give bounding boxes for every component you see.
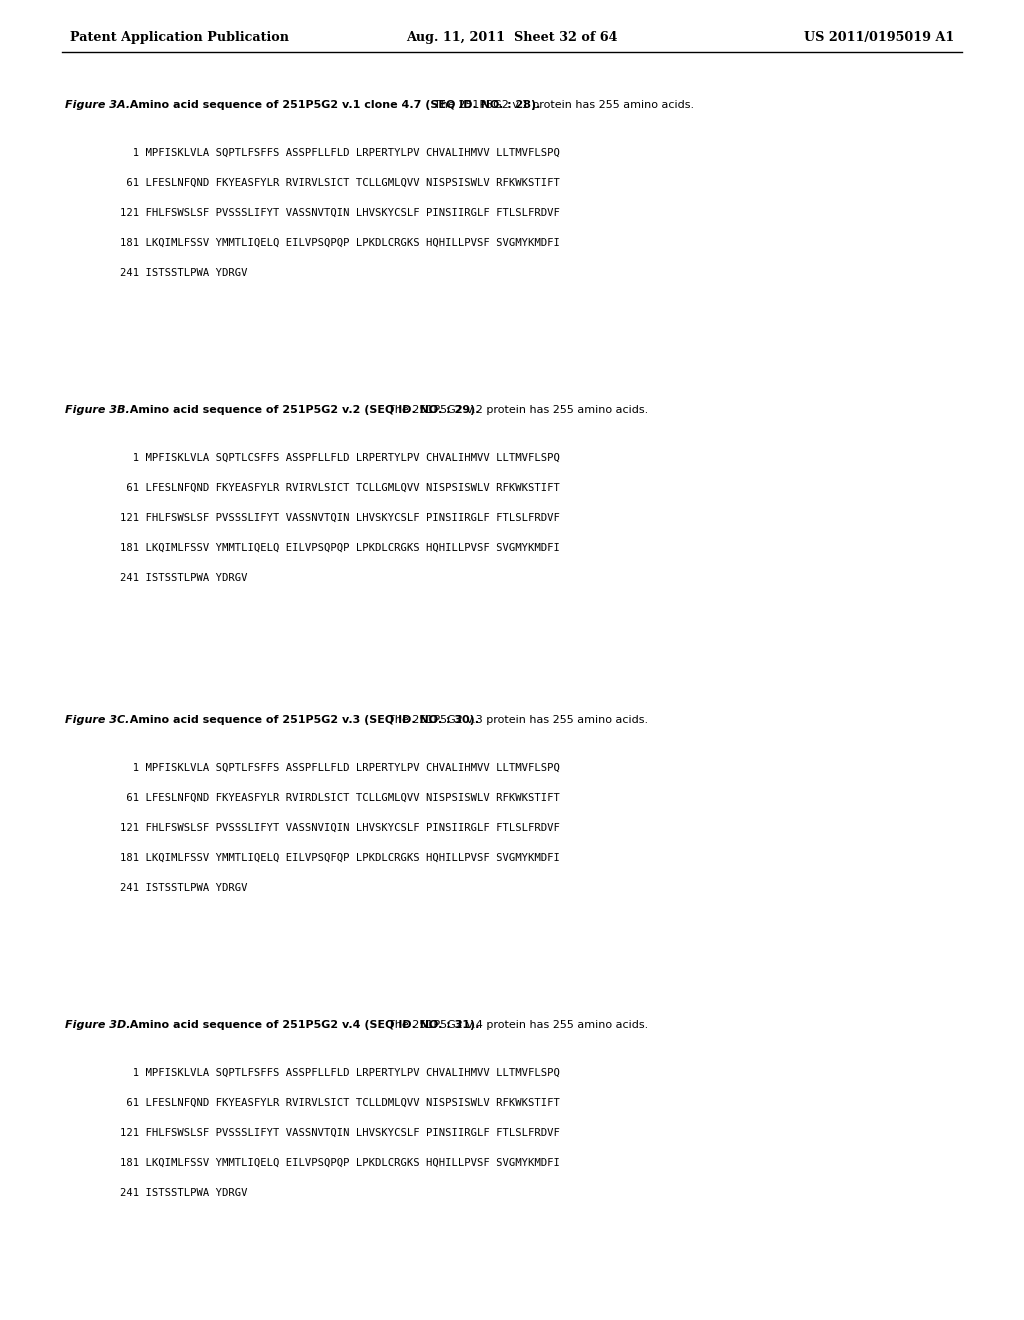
Text: 1 MPFISKLVLA SQPTLFSFFS ASSPFLLFLD LRPERTYLPV CHVALIHMVV LLTMVFLSPQ: 1 MPFISKLVLA SQPTLFSFFS ASSPFLLFLD LRPER… (120, 1068, 560, 1078)
Text: Figure 3C.: Figure 3C. (65, 715, 129, 725)
Text: 181 LKQIMLFSSV YMMTLIQELQ EILVPSQFQP LPKDLCRGKS HQHILLPVSF SVGMYKMDFI: 181 LKQIMLFSSV YMMTLIQELQ EILVPSQFQP LPK… (120, 853, 560, 863)
Text: Amino acid sequence of 251P5G2 v.4 (SEQ ID. NO. : 31).: Amino acid sequence of 251P5G2 v.4 (SEQ … (122, 1020, 479, 1030)
Text: Figure 3B.: Figure 3B. (65, 405, 130, 414)
Text: 61 LFESLNFQND FKYEASFYLR RVIRVLSICT TCLLGMLQVV NISPSISWLV RFKWKSTIFT: 61 LFESLNFQND FKYEASFYLR RVIRVLSICT TCLL… (120, 178, 560, 187)
Text: 1 MPFISKLVLA SQPTLFSFFS ASSPFLLFLD LRPERTYLPV CHVALIHMVV LLTMVFLSPQ: 1 MPFISKLVLA SQPTLFSFFS ASSPFLLFLD LRPER… (120, 763, 560, 774)
Text: Figure 3D.: Figure 3D. (65, 1020, 130, 1030)
Text: 181 LKQIMLFSSV YMMTLIQELQ EILVPSQPQP LPKDLCRGKS HQHILLPVSF SVGMYKMDFI: 181 LKQIMLFSSV YMMTLIQELQ EILVPSQPQP LPK… (120, 543, 560, 553)
Text: 241 ISTSSTLPWA YDRGV: 241 ISTSSTLPWA YDRGV (120, 573, 248, 583)
Text: US 2011/0195019 A1: US 2011/0195019 A1 (804, 30, 954, 44)
Text: 1 MPFISKLVLA SQPTLFSFFS ASSPFLLFLD LRPERTYLPV CHVALIHMVV LLTMVFLSPQ: 1 MPFISKLVLA SQPTLFSFFS ASSPFLLFLD LRPER… (120, 148, 560, 158)
Text: Amino acid sequence of 251P5G2 v.2 (SEQ ID. NO. : 29).: Amino acid sequence of 251P5G2 v.2 (SEQ … (122, 405, 479, 414)
Text: 121 FHLFSWSLSF PVSSSLIFYT VASSNVTQIN LHVSKYCSLF PINSIIRGLF FTLSLFRDVF: 121 FHLFSWSLSF PVSSSLIFYT VASSNVTQIN LHV… (120, 209, 560, 218)
Text: Figure 3A.: Figure 3A. (65, 100, 130, 110)
Text: The 251P5G2 v.1 protein has 255 amino acids.: The 251P5G2 v.1 protein has 255 amino ac… (427, 100, 694, 110)
Text: 61 LFESLNFQND FKYEASFYLR RVIRVLSICT TCLLGMLQVV NISPSISWLV RFKWKSTIFT: 61 LFESLNFQND FKYEASFYLR RVIRVLSICT TCLL… (120, 483, 560, 492)
Text: 1 MPFISKLVLA SQPTLCSFFS ASSPFLLFLD LRPERTYLPV CHVALIHMVV LLTMVFLSPQ: 1 MPFISKLVLA SQPTLCSFFS ASSPFLLFLD LRPER… (120, 453, 560, 463)
Text: 121 FHLFSWSLSF PVSSSLIFYT VASSNVIQIN LHVSKYCSLF PINSIIRGLF FTLSLFRDVF: 121 FHLFSWSLSF PVSSSLIFYT VASSNVIQIN LHV… (120, 822, 560, 833)
Text: 61 LFESLNFQND FKYEASFYLR RVIRDLSICT TCLLGMLQVV NISPSISWLV RFKWKSTIFT: 61 LFESLNFQND FKYEASFYLR RVIRDLSICT TCLL… (120, 793, 560, 803)
Text: 121 FHLFSWSLSF PVSSSLIFYT VASSNVTQIN LHVSKYCSLF PINSIIRGLF FTLSLFRDVF: 121 FHLFSWSLSF PVSSSLIFYT VASSNVTQIN LHV… (120, 1129, 560, 1138)
Text: 61 LFESLNFQND FKYEASFYLR RVIRVLSICT TCLLDMLQVV NISPSISWLV RFKWKSTIFT: 61 LFESLNFQND FKYEASFYLR RVIRVLSICT TCLL… (120, 1098, 560, 1107)
Text: Aug. 11, 2011  Sheet 32 of 64: Aug. 11, 2011 Sheet 32 of 64 (407, 30, 617, 44)
Text: The 251P5G2 v.2 protein has 255 amino acids.: The 251P5G2 v.2 protein has 255 amino ac… (381, 405, 648, 414)
Text: Patent Application Publication: Patent Application Publication (70, 30, 289, 44)
Text: 241 ISTSSTLPWA YDRGV: 241 ISTSSTLPWA YDRGV (120, 883, 248, 894)
Text: The 251P5G2 v.3 protein has 255 amino acids.: The 251P5G2 v.3 protein has 255 amino ac… (381, 715, 648, 725)
Text: 241 ISTSSTLPWA YDRGV: 241 ISTSSTLPWA YDRGV (120, 1188, 248, 1199)
Text: 241 ISTSSTLPWA YDRGV: 241 ISTSSTLPWA YDRGV (120, 268, 248, 279)
Text: Amino acid sequence of 251P5G2 v.1 clone 4.7 (SEQ ID. NO. : 28).: Amino acid sequence of 251P5G2 v.1 clone… (122, 100, 541, 110)
Text: Amino acid sequence of 251P5G2 v.3 (SEQ ID. NO. : 30).: Amino acid sequence of 251P5G2 v.3 (SEQ … (122, 715, 479, 725)
Text: 121 FHLFSWSLSF PVSSSLIFYT VASSNVTQIN LHVSKYCSLF PINSIIRGLF FTLSLFRDVF: 121 FHLFSWSLSF PVSSSLIFYT VASSNVTQIN LHV… (120, 513, 560, 523)
Text: 181 LKQIMLFSSV YMMTLIQELQ EILVPSQPQP LPKDLCRGKS HQHILLPVSF SVGMYKMDFI: 181 LKQIMLFSSV YMMTLIQELQ EILVPSQPQP LPK… (120, 1158, 560, 1168)
Text: 181 LKQIMLFSSV YMMTLIQELQ EILVPSQPQP LPKDLCRGKS HQHILLPVSF SVGMYKMDFI: 181 LKQIMLFSSV YMMTLIQELQ EILVPSQPQP LPK… (120, 238, 560, 248)
Text: The 251P5G2 v.4 protein has 255 amino acids.: The 251P5G2 v.4 protein has 255 amino ac… (381, 1020, 648, 1030)
